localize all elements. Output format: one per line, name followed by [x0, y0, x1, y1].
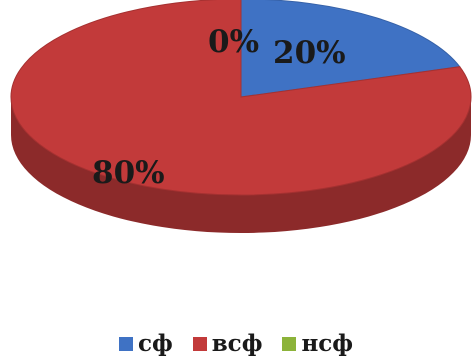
- legend-label: всф: [211, 330, 263, 357]
- legend-swatch: [118, 336, 133, 351]
- pie-chart: 20% 80% 0%: [10, 0, 472, 233]
- pie-slice: [240, 0, 461, 98]
- legend-label: нсф: [301, 330, 354, 357]
- pie-slice-side: [11, 97, 471, 233]
- legend: сф всф нсф: [0, 330, 472, 357]
- pie-tops: [10, 0, 472, 196]
- pie-labels: 20% 80% 0%: [92, 24, 346, 191]
- data-label: 0%: [208, 24, 259, 60]
- legend-item: нсф: [282, 330, 353, 357]
- legend-swatch: [282, 336, 297, 351]
- data-label: 80%: [92, 155, 165, 191]
- pie-slice: [10, 0, 472, 196]
- legend-swatch: [192, 336, 207, 351]
- legend-label: сф: [137, 330, 173, 357]
- data-label: 20%: [273, 35, 346, 71]
- pie-sides: [11, 97, 471, 233]
- legend-item: всф: [192, 330, 263, 357]
- legend-item: сф: [118, 330, 173, 357]
